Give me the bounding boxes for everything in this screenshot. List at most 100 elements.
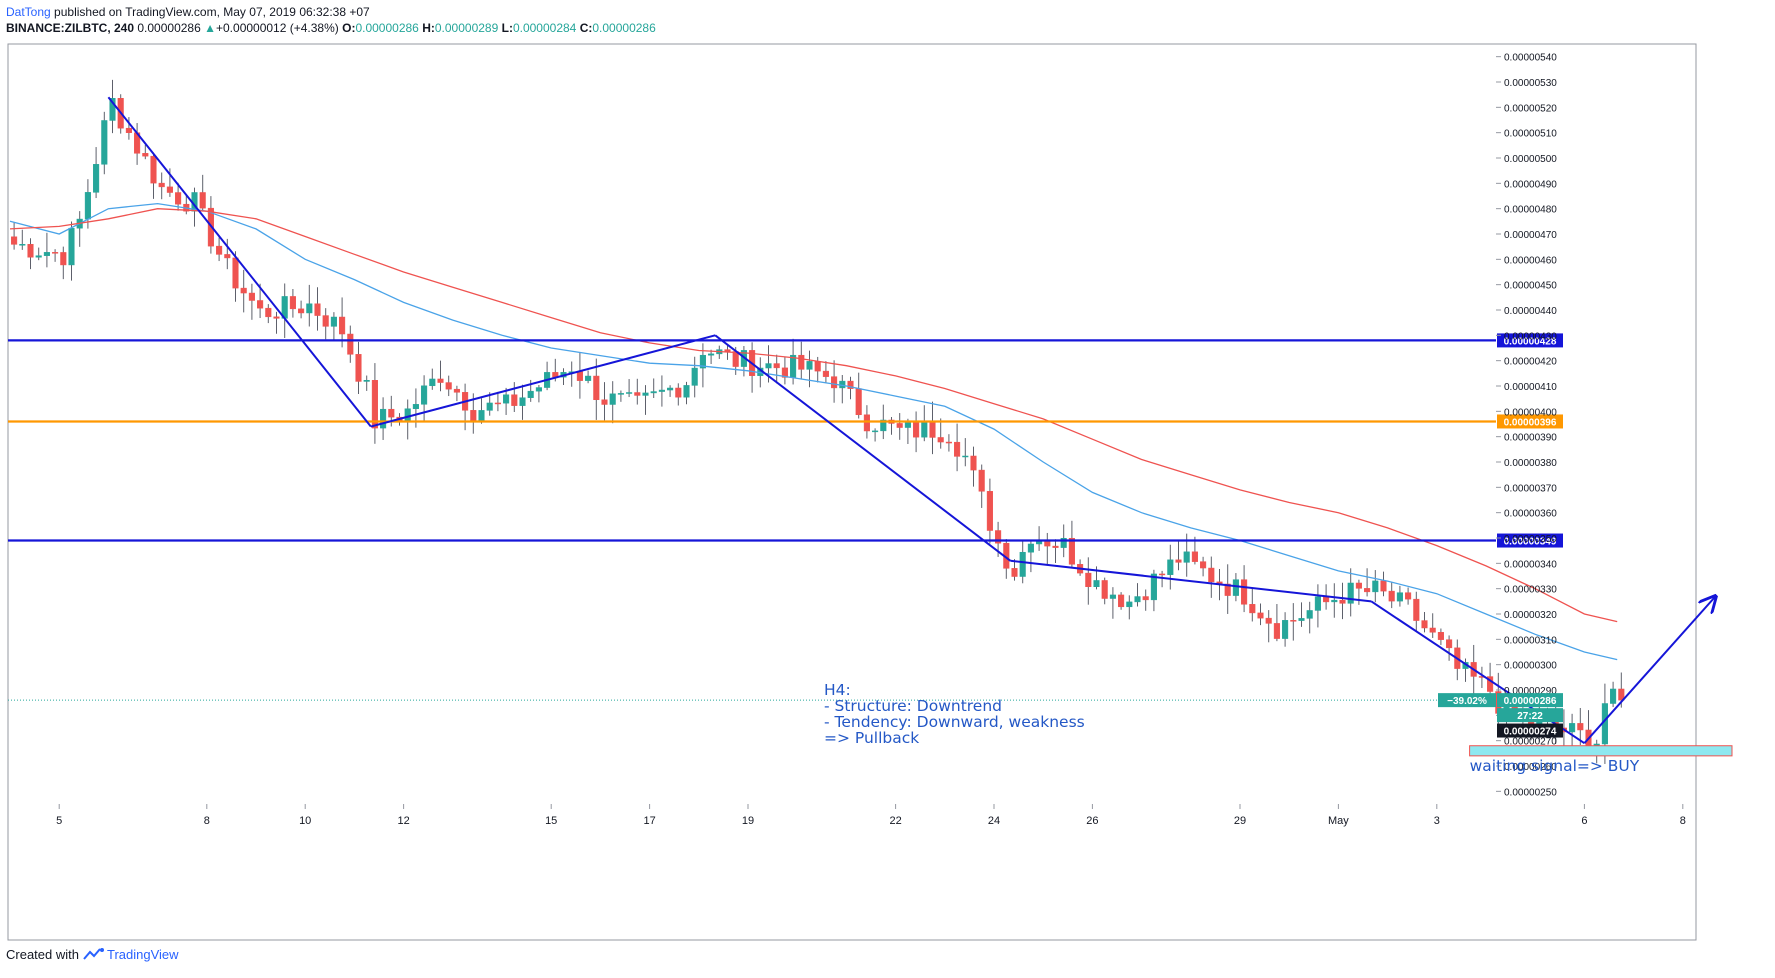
moving-averages — [9, 202, 1618, 661]
candle-up — [68, 227, 75, 266]
y-tick-label: 0.00000360 — [1504, 509, 1557, 520]
level-label: 0.00000349 — [1504, 537, 1557, 548]
x-tick-label: May — [1328, 815, 1349, 827]
buy-zone-box — [1469, 745, 1733, 757]
candle-series — [11, 79, 1625, 764]
last-price-label: 0.00000286 — [1504, 696, 1557, 707]
y-tick-label: 0.00000450 — [1504, 281, 1557, 292]
candle-up — [421, 385, 428, 405]
candle-down — [142, 153, 149, 157]
candle-up — [708, 353, 715, 356]
high-value: 0.00000289 — [434, 21, 499, 35]
candle-down — [1085, 572, 1092, 587]
change-percent-label: −39.02% — [1447, 696, 1487, 707]
published-text: published on TradingView.com, May 07, 20… — [54, 5, 370, 19]
candle-down — [1405, 592, 1412, 600]
candle-up — [1396, 592, 1403, 602]
candle-up — [585, 375, 592, 381]
candle-up — [93, 164, 100, 193]
candle-down — [1068, 537, 1075, 565]
candle-down — [601, 399, 608, 405]
candle-up — [1610, 688, 1617, 704]
low-label: L: — [501, 21, 513, 35]
candle-up — [872, 430, 879, 433]
analysis-note: H4: - Structure: Downtrend - Tendency: D… — [824, 681, 1085, 748]
candle-up — [1060, 537, 1067, 548]
footer: Created with TradingView — [6, 946, 179, 964]
change-percent-label-bg — [1438, 693, 1496, 708]
x-tick-label: 26 — [1086, 815, 1098, 827]
candle-up — [642, 392, 649, 396]
y-tick-label: 0.00000430 — [1504, 331, 1557, 342]
low-price-label-bg — [1497, 723, 1563, 738]
candle-down — [675, 387, 682, 398]
x-tick-label: 19 — [742, 815, 754, 827]
symbol-name[interactable]: BINANCE:ZILBTC, 240 — [6, 21, 135, 35]
candle-down — [437, 378, 444, 383]
candle-down — [199, 192, 206, 209]
y-tick-label: 0.00000540 — [1504, 53, 1557, 64]
candle-down — [1101, 580, 1108, 599]
candle-down — [1175, 559, 1182, 563]
candle-up — [101, 120, 108, 165]
candle-down — [371, 380, 378, 429]
candle-up — [609, 393, 616, 405]
candle-down — [576, 371, 583, 381]
candle-down — [158, 182, 165, 188]
candle-down — [831, 376, 838, 389]
candle-down — [355, 354, 362, 382]
candle-down — [388, 408, 395, 418]
x-tick-label: 5 — [56, 815, 62, 827]
level-label-bg — [1497, 414, 1563, 429]
candle-down — [978, 469, 985, 492]
candle-up — [1306, 610, 1313, 619]
candle-down — [634, 392, 641, 396]
candle-down — [1142, 596, 1149, 601]
candle-down — [1200, 561, 1207, 569]
x-tick-label: 3 — [1434, 815, 1440, 827]
candle-up — [404, 408, 411, 421]
ma-red-line — [9, 208, 1618, 623]
y-tick-label: 0.00000310 — [1504, 635, 1557, 646]
candle-down — [298, 308, 305, 314]
x-tick-label: 12 — [397, 815, 409, 827]
candle-down — [289, 296, 296, 310]
candle-down — [166, 186, 173, 193]
tradingview-brand[interactable]: TradingView — [106, 947, 179, 962]
author-link[interactable]: DatTong — [6, 5, 51, 19]
candle-down — [314, 303, 321, 316]
symbol-line: BINANCE:ZILBTC, 240 0.00000286 ▲+0.00000… — [6, 20, 656, 36]
candle-up — [19, 244, 26, 246]
candle-up — [519, 397, 526, 406]
y-tick-label: 0.00000320 — [1504, 610, 1557, 621]
candle-down — [986, 491, 993, 531]
candle-up — [478, 410, 485, 421]
candle-down — [1577, 723, 1584, 731]
candle-up — [962, 455, 969, 458]
y-tick-label: 0.00000460 — [1504, 255, 1557, 266]
x-tick-label: 8 — [1680, 815, 1686, 827]
candle-down — [863, 414, 870, 432]
y-tick-label: 0.00000340 — [1504, 559, 1557, 570]
candle-up — [650, 391, 657, 394]
y-tick-label: 0.00000380 — [1504, 458, 1557, 469]
candle-down — [273, 316, 280, 319]
candle-down — [1323, 596, 1330, 603]
candle-up — [921, 421, 928, 438]
projection-arrow — [1583, 596, 1715, 744]
time-axis[interactable]: 58101215171922242629May36810 — [56, 804, 1775, 827]
candle-up — [503, 394, 510, 404]
candle-down — [1339, 599, 1346, 604]
candle-up — [1093, 580, 1100, 587]
x-tick-label: 24 — [988, 815, 1000, 827]
candle-down — [781, 367, 788, 378]
candle-down — [1052, 545, 1059, 548]
change-arrow-icon: ▲ — [204, 21, 216, 35]
level-label: 0.00000396 — [1504, 417, 1557, 428]
price-axis[interactable]: 0.000002500.000002600.000002700.00000280… — [1496, 53, 1557, 799]
candle-up — [43, 252, 50, 256]
candle-down — [1421, 620, 1428, 629]
y-tick-label: 0.00000510 — [1504, 129, 1557, 140]
candle-up — [880, 419, 887, 432]
